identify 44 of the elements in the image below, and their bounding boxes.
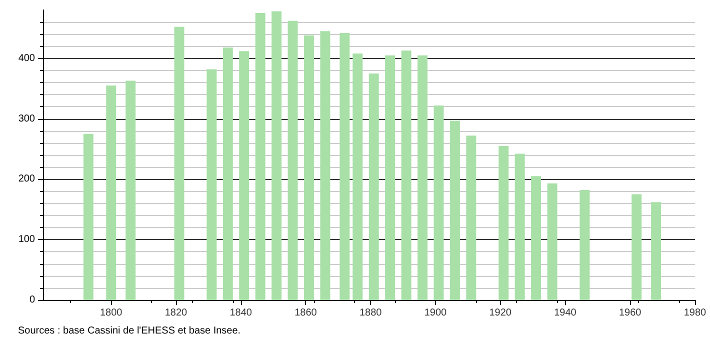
- bar: [320, 31, 330, 300]
- y-tick-label: 0: [29, 294, 36, 306]
- x-tick-label: 1820: [164, 308, 188, 318]
- y-tick-label: 200: [18, 174, 36, 185]
- y-tick-label: 400: [18, 52, 36, 64]
- x-tick-label: 1900: [424, 308, 448, 318]
- bar: [632, 194, 642, 300]
- bar: [352, 54, 363, 300]
- y-tick-label: 100: [18, 234, 36, 246]
- bar: [401, 50, 412, 300]
- x-tick-label: 1980: [684, 308, 707, 318]
- source-note: Sources : base Cassini de l'EHESS et base Insee.: [18, 326, 241, 336]
- bar: [651, 202, 662, 300]
- x-tick-label: 1920: [489, 308, 512, 318]
- bar: [222, 47, 233, 300]
- bar: [83, 134, 94, 300]
- x-tick-label: 1860: [294, 308, 318, 318]
- bar: [206, 69, 217, 300]
- bar: [106, 86, 116, 300]
- bar: [385, 55, 396, 300]
- bar: [531, 176, 542, 300]
- bar: [547, 183, 558, 300]
- x-tick-label: 1800: [100, 308, 123, 318]
- bar: [466, 136, 476, 300]
- x-tick-label: 1940: [554, 308, 577, 318]
- bar: [368, 73, 379, 300]
- bar: [288, 20, 298, 300]
- bar: [126, 80, 136, 300]
- bar: [174, 26, 184, 300]
- bar: [450, 120, 460, 300]
- bar: [418, 55, 428, 300]
- y-tick-label: 300: [18, 113, 36, 124]
- x-tick-label: 1880: [359, 308, 382, 318]
- x-tick-label: 1960: [619, 308, 642, 318]
- bar: [340, 32, 350, 300]
- bar: [580, 190, 590, 300]
- bar: [514, 154, 525, 300]
- bar: [498, 146, 509, 300]
- bar: [304, 35, 314, 300]
- bar: [255, 13, 266, 300]
- bar: [239, 51, 250, 300]
- x-tick-label: 1840: [230, 308, 252, 318]
- bar: [434, 105, 444, 300]
- bar: [272, 11, 282, 300]
